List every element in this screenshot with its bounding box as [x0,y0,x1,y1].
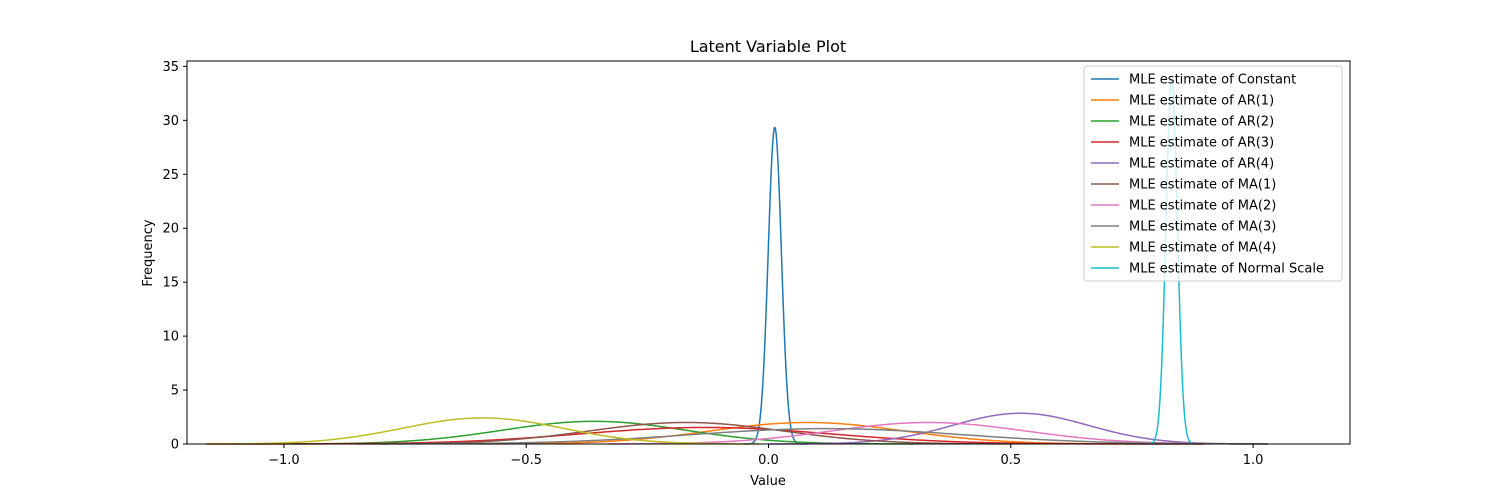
series-line-6 [608,421,1254,445]
legend-label: MLE estimate of AR(2) [1129,115,1274,130]
y-tick-label: 10 [162,330,179,345]
series-layer [206,78,1268,445]
y-tick-label: 5 [171,384,179,399]
series-line-1 [477,421,1132,445]
legend-item: MLE estimate of MA(1) [1091,178,1276,193]
y-axis-label: Frequency [141,219,156,286]
legend-label: MLE estimate of AR(3) [1129,136,1274,151]
legend-item: MLE estimate of MA(2) [1091,199,1276,214]
y-axis: 0 5 10 15 20 25 30 35 [162,60,187,453]
x-tick-label: −1.0 [268,453,300,468]
series-line-3 [206,426,1205,445]
series-line-4 [768,412,1268,445]
legend-label: MLE estimate of Normal Scale [1129,262,1324,277]
y-tick-label: 0 [171,438,179,453]
series-line-2 [283,420,914,445]
legend-item: MLE estimate of MA(3) [1091,220,1276,235]
legend-item: MLE estimate of MA(4) [1091,241,1276,256]
x-tick-label: 0.5 [1000,453,1021,468]
legend: MLE estimate of Constant MLE estimate of … [1083,65,1343,282]
x-tick-label: 1.0 [1243,453,1264,468]
y-tick-label: 20 [162,222,179,237]
x-tick-label: −0.5 [510,453,542,468]
legend-item: MLE estimate of Normal Scale [1091,262,1324,277]
y-tick-label: 35 [162,60,179,75]
y-tick-label: 25 [162,168,179,183]
y-tick-label: 30 [162,114,179,129]
series-line-5 [356,421,1011,445]
legend-items: MLE estimate of Constant MLE estimate of … [1091,73,1324,277]
legend-label: MLE estimate of MA(2) [1129,199,1276,214]
y-tick-label: 15 [162,276,179,291]
x-tick-label: 0.0 [758,453,779,468]
legend-label: MLE estimate of MA(1) [1129,178,1276,193]
legend-item: MLE estimate of Constant [1091,73,1296,88]
legend-item: MLE estimate of AR(2) [1091,115,1274,130]
chart-title: Latent Variable Plot [690,37,846,56]
legend-label: MLE estimate of Constant [1129,73,1296,88]
series-line-8 [206,417,759,445]
legend-box [1083,65,1343,282]
legend-label: MLE estimate of MA(4) [1129,241,1276,256]
x-axis: −1.0 −0.5 0.0 0.5 1.0 [268,444,1263,468]
legend-item: MLE estimate of AR(3) [1091,136,1274,151]
legend-label: MLE estimate of AR(4) [1129,157,1274,172]
legend-item: MLE estimate of AR(4) [1091,157,1274,172]
series-line-0 [744,126,808,445]
legend-label: MLE estimate of MA(3) [1129,220,1276,235]
legend-item: MLE estimate of AR(1) [1091,94,1274,109]
x-axis-label: Value [750,474,786,489]
series-line-7 [380,427,1268,445]
legend-label: MLE estimate of AR(1) [1129,94,1274,109]
